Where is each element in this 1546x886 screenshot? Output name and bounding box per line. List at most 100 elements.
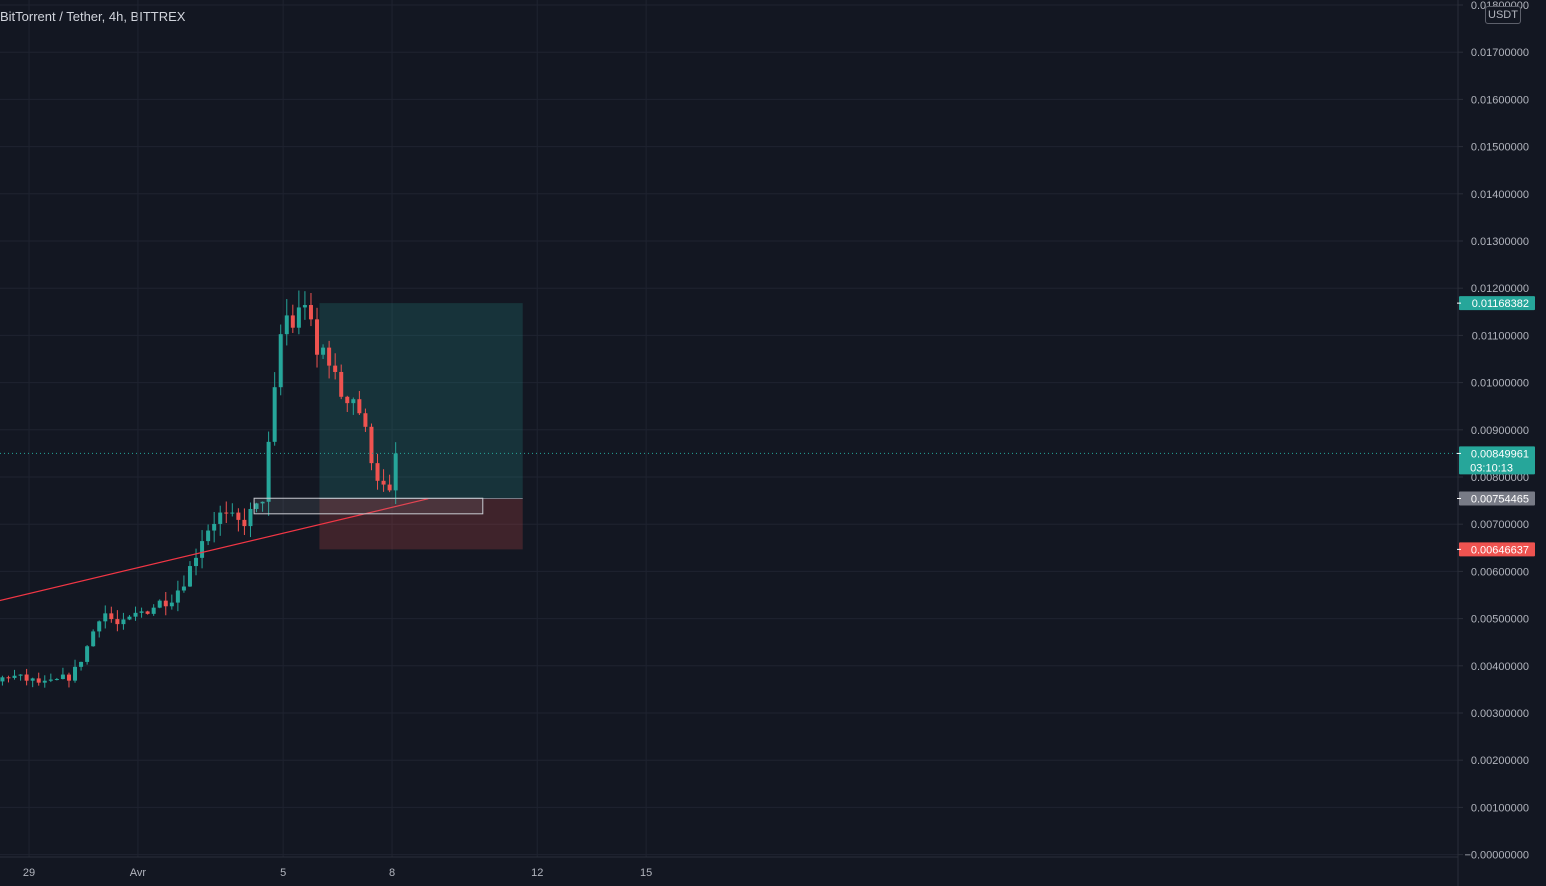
candle-up	[175, 590, 180, 603]
price-tick-label: 0.00100000	[1471, 802, 1529, 814]
candle-up	[181, 586, 186, 591]
candle-down	[236, 512, 241, 520]
candle-down	[357, 399, 362, 414]
candle-up	[169, 602, 174, 607]
candle-down	[315, 319, 320, 355]
entry-price-label: 0.00754465	[1471, 493, 1529, 505]
candle-down	[339, 371, 344, 397]
candle-up	[121, 619, 126, 625]
price-tick-label: 0.00400000	[1471, 661, 1529, 673]
entry-price-label-tick	[1457, 497, 1461, 499]
price-tick-label: 0.01000000	[1471, 378, 1529, 390]
candle-up	[248, 508, 253, 527]
time-axis: 111518222529Avr581215	[0, 856, 1458, 879]
currency-unit-badge[interactable]: USDT	[1485, 6, 1521, 24]
current-price-label-countdown: 03:10:13	[1470, 462, 1513, 474]
price-labels: 0.01168382 0.00849961 03:10:13 0.00754465 0.…	[1457, 296, 1535, 557]
candle-down	[290, 315, 295, 328]
candle-up	[91, 631, 96, 647]
candle-up	[18, 674, 23, 676]
time-tick-label: Avr	[130, 867, 147, 879]
time-tick-label: 8	[389, 867, 395, 879]
entry-price-label-bg	[1459, 491, 1535, 506]
price-tick-label: 0.01400000	[1471, 189, 1529, 201]
candle-up	[12, 675, 17, 678]
candle-up	[157, 600, 162, 608]
price-axis: 0.018000000.017000000.016000000.01500000…	[1457, 0, 1529, 886]
candle-up	[230, 512, 235, 514]
candle-up	[54, 679, 59, 681]
price-tick-label: 0.00700000	[1471, 519, 1529, 531]
candle-up	[218, 512, 223, 524]
price-tick-label: 0.00300000	[1471, 708, 1529, 720]
stop-price-label-tick	[1457, 548, 1461, 550]
trendline	[0, 498, 429, 602]
support-box	[253, 497, 484, 515]
candle-down	[224, 512, 229, 514]
price-tick-label: 0.01700000	[1471, 47, 1529, 59]
candle-down	[327, 347, 332, 366]
target-price-label-bg	[1459, 296, 1535, 311]
candle-up	[103, 613, 108, 622]
candle-up	[79, 661, 84, 667]
price-tick-label: 0.00600000	[1471, 566, 1529, 578]
profit-zone	[319, 303, 523, 499]
candle-down	[387, 484, 392, 491]
time-tick-label: 12	[531, 867, 543, 879]
candle-series	[0, 290, 398, 688]
candle-up	[200, 541, 205, 558]
target-price-label-tick	[1457, 302, 1461, 304]
candle-up	[212, 523, 217, 531]
target-price-label: 0.01168382	[1472, 298, 1529, 310]
candle-up	[42, 680, 47, 683]
candle-down	[115, 619, 120, 625]
time-tick-label: 29	[23, 867, 35, 879]
candle-down	[6, 677, 11, 679]
candle-up	[73, 666, 78, 681]
candle-up	[266, 441, 271, 502]
candle-up	[85, 646, 90, 662]
candle-up	[194, 557, 199, 567]
candle-down	[145, 611, 150, 614]
candle-up	[206, 530, 211, 542]
current-price-label-tick	[1457, 452, 1461, 454]
candle-up	[254, 503, 259, 509]
drawing-overlays	[0, 452, 1458, 602]
time-tick-label: 5	[280, 867, 286, 879]
candle-down	[333, 365, 338, 372]
price-tick-label: 0.01500000	[1471, 142, 1529, 154]
price-tick-label: 0.00500000	[1471, 614, 1529, 626]
price-tick-label: 0.00900000	[1471, 425, 1529, 437]
chart-title: BitTorrent / Tether, 4h, BITTREX	[0, 9, 186, 24]
candle-down	[345, 396, 350, 404]
loss-zone	[319, 498, 523, 550]
candle-up	[0, 677, 5, 682]
candle-up	[60, 674, 65, 680]
candle-up	[278, 334, 283, 388]
candle-down	[363, 413, 368, 427]
candle-up	[30, 678, 35, 681]
candle-down	[163, 600, 168, 607]
candle-up	[321, 347, 326, 355]
price-tick-label: 0.01200000	[1471, 283, 1529, 295]
candle-down	[308, 305, 313, 320]
candle-up	[139, 611, 144, 613]
candle-down	[109, 613, 114, 620]
candle-down	[36, 678, 41, 683]
current-price-label: 0.00849961	[1471, 448, 1529, 460]
candle-down	[24, 674, 29, 681]
candle-up	[187, 566, 192, 587]
candle-up	[302, 305, 307, 308]
candle-up	[133, 612, 138, 617]
candle-down	[242, 519, 247, 527]
candle-up	[151, 607, 156, 614]
candle-down	[66, 674, 71, 681]
candle-up	[97, 621, 102, 632]
chart-grid	[0, 0, 1458, 857]
current-price-label-bg	[1459, 446, 1535, 475]
candle-down	[381, 480, 386, 485]
candle-up	[393, 453, 398, 491]
candle-up	[260, 501, 265, 504]
candle-up	[351, 399, 356, 404]
